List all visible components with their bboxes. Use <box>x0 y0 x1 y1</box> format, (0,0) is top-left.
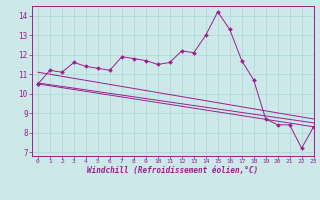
X-axis label: Windchill (Refroidissement éolien,°C): Windchill (Refroidissement éolien,°C) <box>87 166 258 175</box>
